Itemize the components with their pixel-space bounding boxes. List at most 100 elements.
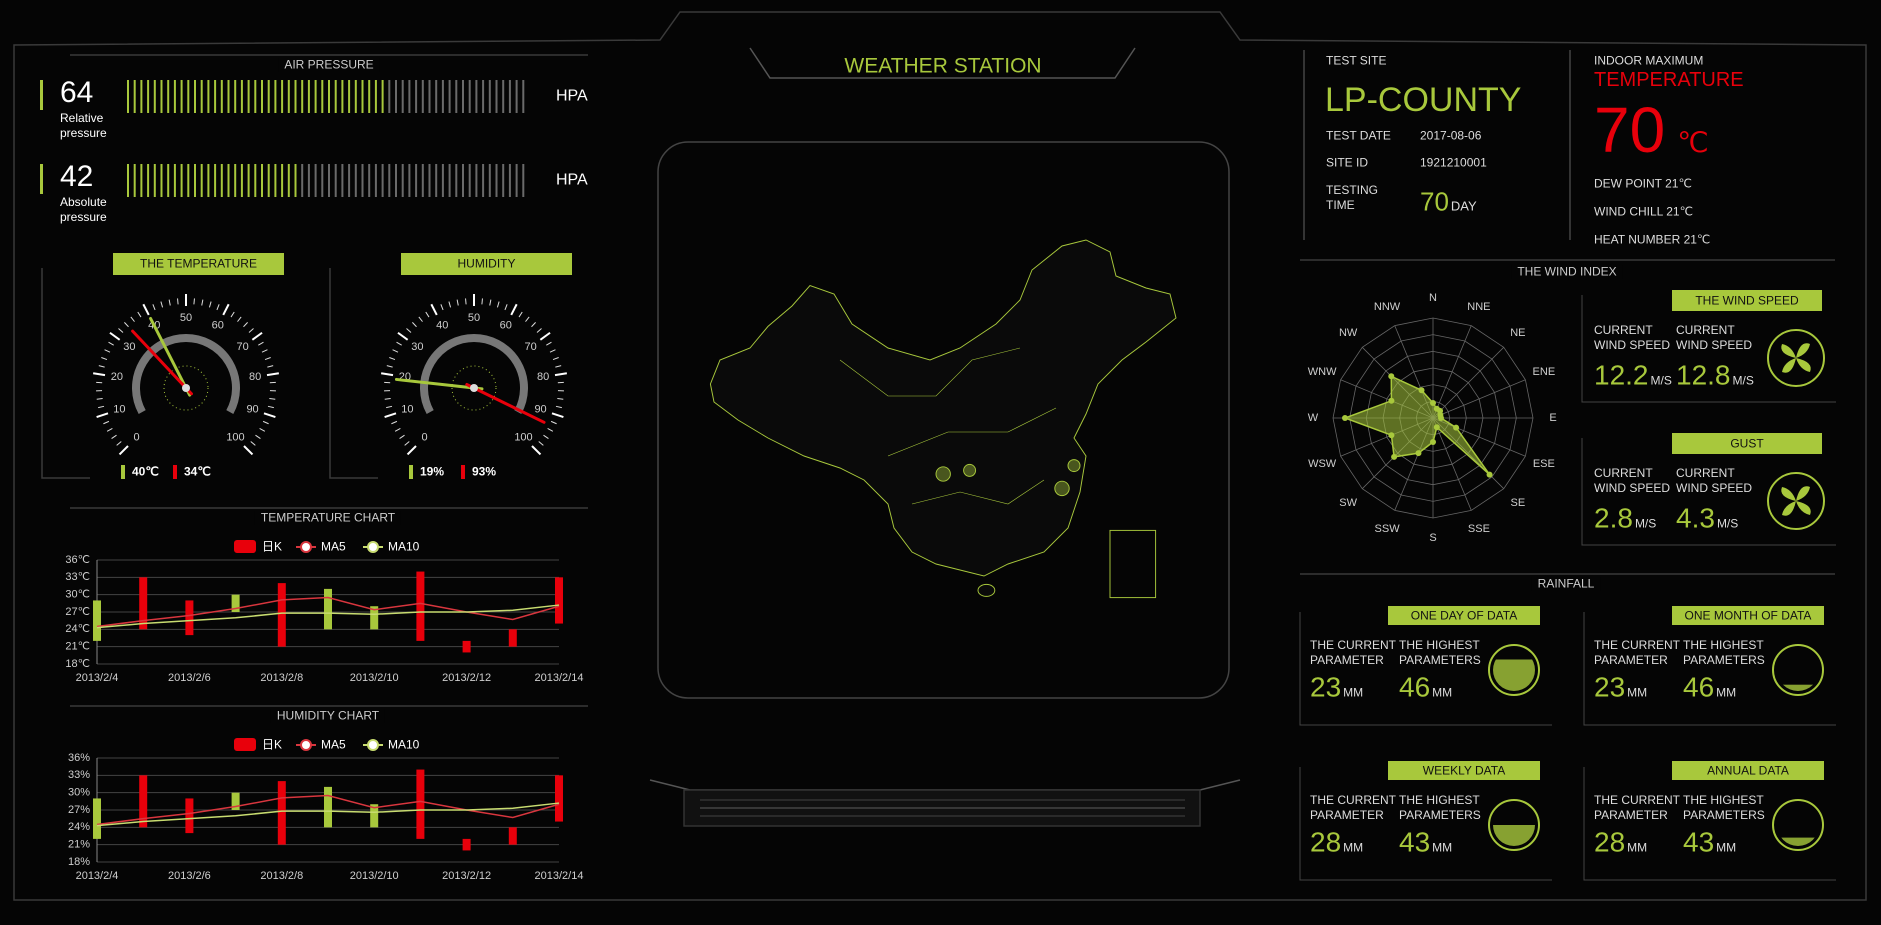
section-title: AIR PRESSURE <box>278 57 380 73</box>
rain-value: 46 <box>1683 671 1715 703</box>
indoor-value: 70 <box>1594 94 1666 166</box>
rain-unit: MM <box>1716 840 1737 855</box>
gauge-minor-tick <box>496 301 500 308</box>
radar-label: ESE <box>1533 458 1555 470</box>
indoor-label: INDOOR MAXIMUM <box>1594 53 1704 68</box>
rain-label: THE HIGHEST PARAMETERS <box>1683 793 1765 822</box>
wind-label: CURRENT WIND SPEED <box>1676 323 1753 352</box>
candle <box>231 792 240 810</box>
gauge-hub <box>182 384 190 392</box>
gauge-legend-label: 19% <box>420 464 445 479</box>
candle <box>370 804 379 828</box>
gauge-tick-label: 50 <box>468 312 480 324</box>
radar-label: SSW <box>1375 523 1401 535</box>
gauge-tick <box>96 412 109 418</box>
wind-unit: M/S <box>1650 373 1672 388</box>
legend-swatch <box>234 738 256 751</box>
rain-current: 23 MM <box>1310 673 1363 701</box>
gauge-minor-tick <box>546 341 552 346</box>
gauge-minor-tick <box>269 398 276 400</box>
gauge-tick-label: 0 <box>421 431 427 443</box>
candle <box>139 577 148 630</box>
gauge-minor-tick <box>550 420 557 425</box>
candle <box>462 640 471 653</box>
title-box <box>1672 761 1824 780</box>
gauge-minor-tick <box>111 434 117 440</box>
gauge-tick-label: 50 <box>180 312 192 324</box>
candle <box>139 775 148 828</box>
gauge-tick-label: 10 <box>113 404 125 416</box>
rain-unit: MM <box>1627 685 1648 700</box>
page-title: WEATHER STATION <box>844 54 1042 78</box>
gauge-minor-tick <box>549 349 556 353</box>
pressure-unit: HPA <box>556 171 588 189</box>
gauge-minor-tick <box>193 298 195 305</box>
fan-blade <box>1781 344 1796 358</box>
gauge-minor-tick <box>177 298 179 305</box>
gauge-tick <box>243 445 254 456</box>
legend-label: 日K <box>262 539 283 554</box>
wind-unit: M/S <box>1732 373 1754 388</box>
gauge-minor-tick <box>557 398 564 400</box>
rain-value: 23 <box>1594 671 1626 703</box>
wind-unit: M/S <box>1634 516 1657 531</box>
pressure-marker <box>40 80 43 110</box>
gauge-minor-tick <box>392 349 399 353</box>
indoor-temp: 70 ℃ <box>1594 97 1709 163</box>
gauge-minor-tick <box>130 316 135 322</box>
box-title: THE TEMPERATURE <box>140 256 257 271</box>
gauge-arc <box>420 334 528 415</box>
rain-highest: 43 MM <box>1399 828 1452 856</box>
gauge-minor-tick <box>108 341 114 346</box>
candle <box>324 786 332 828</box>
site-row-label: SITE ID <box>1326 155 1369 170</box>
legend-label: MA10 <box>388 737 420 752</box>
gauge-tick <box>118 445 129 456</box>
radar-point <box>1388 432 1395 439</box>
wind-value: 4.3 <box>1676 502 1715 534</box>
pressure-level <box>127 164 297 197</box>
fan-blade <box>1782 358 1796 373</box>
radar-point <box>1418 387 1425 394</box>
gauge-legend-label: 93% <box>472 464 497 479</box>
gauge-minor-tick <box>106 428 113 432</box>
candle <box>324 588 332 630</box>
x-tick-label: 2013/2/4 <box>76 870 119 882</box>
indoor-detail: WIND CHILL 21℃ <box>1594 204 1694 219</box>
candle <box>277 781 286 845</box>
fan-ring <box>1767 329 1825 387</box>
x-tick-label: 2013/2/6 <box>168 672 211 684</box>
title-box <box>1672 606 1824 625</box>
y-tick-label: 27% <box>68 804 90 816</box>
radar-area <box>1342 375 1491 476</box>
y-tick-label: 27℃ <box>65 606 90 618</box>
gauge-minor-tick <box>230 311 235 318</box>
radar-label: WSW <box>1308 458 1337 470</box>
indoor-detail: HEAT NUMBER 21℃ <box>1594 232 1711 247</box>
y-tick-label: 36℃ <box>65 554 90 566</box>
gauge-minor-tick <box>538 441 544 446</box>
candle <box>555 775 563 822</box>
wind-reading: 12.8 M/S <box>1676 361 1754 389</box>
legend-label: MA5 <box>321 737 346 752</box>
gauge-tick-label: 0 <box>133 431 139 443</box>
rain-value: 43 <box>1683 826 1715 858</box>
gauge-needle <box>394 377 484 391</box>
box-title: ONE DAY OF DATA <box>1410 608 1518 622</box>
rain-label: THE HIGHEST PARAMETERS <box>1399 793 1481 822</box>
gauge-tick <box>554 372 567 377</box>
chart-title: HUMIDITY CHART <box>270 708 386 724</box>
wind-label: CURRENT WIND SPEED <box>1594 466 1671 495</box>
x-tick-label: 2013/2/6 <box>168 870 211 882</box>
chart-title: TEMPERATURE CHART <box>254 510 402 526</box>
radar-label: SSE <box>1468 523 1490 535</box>
gauge-minor-tick <box>116 441 122 446</box>
gauge-minor-tick <box>237 316 242 322</box>
fan-blade <box>1796 343 1810 358</box>
y-tick-label: 36% <box>68 752 90 764</box>
box-title: HUMIDITY <box>457 256 516 271</box>
gauge-minor-tick <box>481 298 483 305</box>
rain-unit: MM <box>1716 685 1737 700</box>
rain-value: 46 <box>1399 671 1431 703</box>
